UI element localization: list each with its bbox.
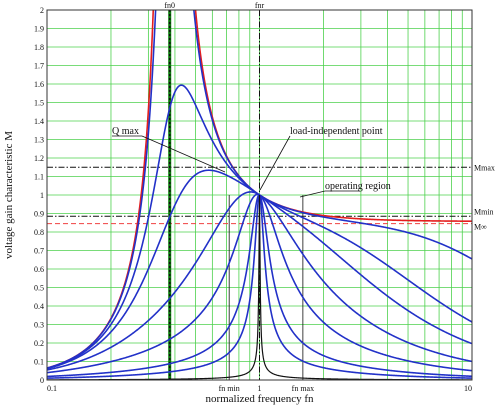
y-tick-label: 1.5 bbox=[34, 99, 44, 108]
v-marker-label: fn max bbox=[292, 384, 314, 393]
curves bbox=[47, 10, 472, 380]
v-marker-label: fnr bbox=[255, 1, 265, 10]
leader-qmax bbox=[141, 135, 226, 173]
x-tick-label: 1 bbox=[258, 384, 262, 393]
y-axis-label: voltage gain characteristic M bbox=[3, 131, 15, 259]
y-tick-label: 1.9 bbox=[34, 25, 44, 34]
y-tick-label: 1 bbox=[40, 191, 44, 200]
x-axis-label: normalized frequency fn bbox=[205, 393, 314, 405]
annotation-qmax: Q max bbox=[112, 126, 139, 137]
y-tick-label: 1.1 bbox=[34, 173, 44, 182]
x-tick-label: 0.1 bbox=[47, 384, 57, 393]
x-tick-label: 10 bbox=[464, 384, 472, 393]
y-tick-label: 1.6 bbox=[34, 80, 44, 89]
annotation-load-independent: load-independent point bbox=[290, 126, 383, 137]
h-marker-label: Mmin bbox=[474, 207, 494, 216]
h-marker-label: M∞ bbox=[474, 223, 487, 232]
y-tick-label: 2 bbox=[40, 6, 44, 15]
y-tick-label: 1.7 bbox=[34, 62, 44, 71]
v-marker-label: fn0 bbox=[164, 1, 175, 10]
y-tick-label: 0.8 bbox=[34, 228, 44, 237]
plot-border bbox=[46, 9, 473, 381]
y-tick-label: 1.2 bbox=[34, 154, 44, 163]
y-tick-label: 0 bbox=[40, 376, 44, 385]
y-tick-label: 0.9 bbox=[34, 210, 44, 219]
annotation-operating-region: operating region bbox=[325, 181, 391, 192]
leader-operating bbox=[299, 190, 326, 198]
plot-frame bbox=[46, 9, 473, 381]
v-marker-label: fn min bbox=[219, 384, 240, 393]
y-tick-label: 0.1 bbox=[34, 358, 44, 367]
y-tick-label: 1.3 bbox=[34, 136, 44, 145]
y-tick-label: 0.6 bbox=[34, 265, 44, 274]
y-tick-label: 0.7 bbox=[34, 247, 44, 256]
h-marker-label: Mmax bbox=[474, 163, 495, 172]
markers bbox=[47, 10, 472, 380]
y-tick-label: 0.5 bbox=[34, 284, 44, 293]
y-tick-label: 0.2 bbox=[34, 339, 44, 348]
labels: 00.10.20.30.40.50.60.70.80.911.11.21.31.… bbox=[3, 1, 495, 405]
y-tick-label: 1.8 bbox=[34, 43, 44, 52]
y-tick-label: 0.3 bbox=[34, 321, 44, 330]
y-tick-label: 0.4 bbox=[34, 302, 44, 311]
y-tick-label: 1.4 bbox=[34, 117, 44, 126]
leader-load-independent bbox=[259, 135, 291, 191]
